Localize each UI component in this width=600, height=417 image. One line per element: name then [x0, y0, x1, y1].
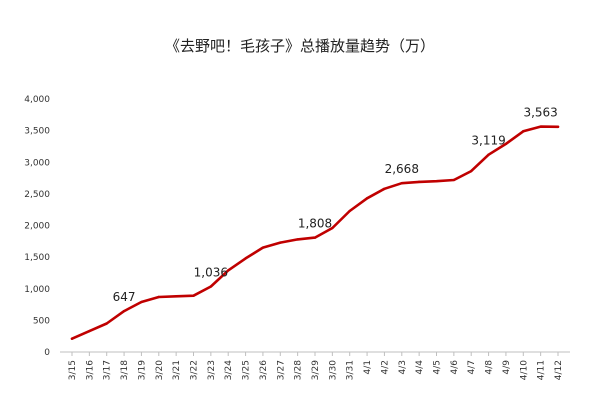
data-label: 1,808	[298, 217, 332, 231]
data-point	[470, 169, 473, 173]
data-point	[105, 322, 108, 325]
data-point	[157, 295, 160, 299]
data-point	[435, 180, 438, 183]
x-tick-label: 4/9	[502, 360, 512, 375]
x-tick-label: 3/20	[155, 360, 165, 380]
data-point	[227, 269, 230, 272]
data-point	[244, 257, 247, 260]
x-tick-label: 3/31	[346, 360, 356, 380]
data-point	[487, 153, 490, 156]
data-label: 3,119	[471, 134, 505, 148]
x-tick-label: 4/10	[519, 360, 529, 380]
data-point	[331, 226, 334, 230]
data-point	[539, 125, 542, 128]
data-point	[348, 209, 351, 213]
x-tick-label: 3/15	[68, 360, 78, 380]
x-tick-label: 3/18	[120, 360, 130, 380]
y-tick-label: 2,500	[24, 190, 50, 200]
data-point	[313, 236, 317, 239]
y-tick-label: 1,500	[24, 253, 50, 263]
x-tick-label: 4/5	[433, 360, 443, 374]
data-point	[556, 125, 560, 129]
data-label: 1,036	[194, 265, 228, 279]
x-tick-label: 4/1	[363, 360, 373, 374]
y-tick-label: 1,000	[24, 285, 50, 295]
x-tick-label: 3/25	[242, 360, 252, 380]
x-tick-label: 3/23	[207, 360, 217, 380]
x-tick-label: 4/12	[554, 360, 564, 380]
data-point	[279, 241, 282, 244]
data-point	[261, 246, 265, 249]
data-point	[522, 130, 525, 133]
y-tick-label: 3,500	[24, 127, 50, 137]
y-tick-label: 2,000	[24, 222, 50, 232]
x-tick-label: 3/26	[259, 360, 269, 380]
data-point	[296, 238, 299, 241]
x-tick-label: 4/3	[398, 360, 408, 374]
data-point	[122, 309, 126, 313]
series-line	[70, 125, 560, 341]
y-tick-label: 3,000	[24, 158, 50, 168]
data-point	[174, 295, 178, 298]
x-tick-label: 3/17	[103, 360, 113, 380]
data-point	[88, 329, 91, 333]
data-point	[365, 197, 369, 200]
x-tick-label: 3/24	[224, 360, 234, 380]
x-tick-label: 4/7	[467, 360, 477, 374]
x-tick-label: 3/16	[85, 360, 95, 380]
x-tick-label: 4/6	[450, 360, 460, 375]
x-tick-label: 4/4	[415, 360, 425, 375]
data-point	[383, 187, 386, 191]
data-point	[140, 300, 143, 304]
data-point	[504, 142, 508, 146]
x-tick-label: 3/28	[294, 360, 304, 380]
x-tick-label: 3/27	[276, 360, 286, 380]
data-label: 647	[113, 290, 136, 304]
data-point	[192, 294, 195, 297]
data-label: 3,563	[523, 106, 557, 120]
data-point	[417, 180, 421, 184]
y-tick-label: 4,000	[24, 95, 50, 105]
x-tick-label: 4/2	[380, 360, 390, 374]
data-point	[209, 285, 213, 288]
x-tick-label: 3/19	[137, 360, 147, 380]
x-tick-label: 3/21	[172, 360, 182, 380]
x-tick-label: 4/8	[485, 360, 495, 375]
y-tick-label: 500	[33, 316, 50, 326]
data-label: 2,668	[385, 162, 419, 176]
y-tick-label: 0	[44, 348, 50, 358]
data-point	[70, 337, 74, 340]
x-tick-label: 3/22	[190, 360, 200, 380]
data-point	[400, 182, 403, 185]
x-tick-label: 3/30	[328, 360, 338, 380]
x-tick-label: 3/29	[311, 360, 321, 380]
x-tick-label: 4/11	[537, 360, 547, 380]
chart-title: 《去野吧！毛孩子》总播放量趋势（万）	[164, 37, 435, 55]
data-point	[452, 178, 456, 182]
